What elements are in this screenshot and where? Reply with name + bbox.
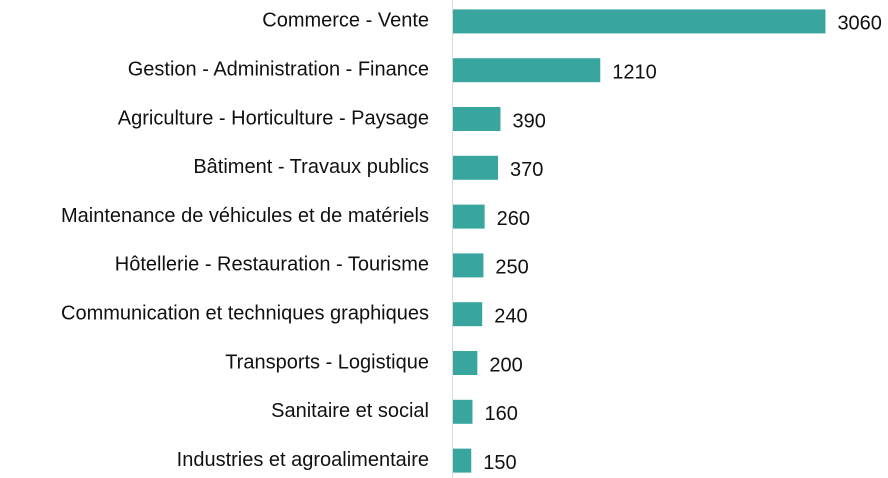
category-label: Hôtellerie - Restauration - Tourisme	[115, 254, 429, 276]
category-label: Bâtiment - Travaux publics	[193, 156, 429, 178]
value-label: 390	[512, 110, 545, 132]
value-label: 3060	[837, 13, 882, 35]
value-label: 200	[489, 354, 522, 376]
category-label: Gestion - Administration - Finance	[128, 58, 429, 80]
category-label: Communication et techniques graphiques	[61, 302, 429, 324]
bar	[453, 448, 472, 473]
bar	[453, 351, 478, 375]
category-label: Commerce - Vente	[262, 10, 429, 32]
bar	[453, 302, 483, 327]
bar	[453, 253, 484, 278]
value-label: 250	[495, 257, 528, 279]
category-label: Agriculture - Horticulture - Paysage	[118, 107, 429, 129]
bar	[453, 204, 485, 229]
category-label: Sanitaire et social	[271, 400, 429, 422]
value-label: 260	[497, 208, 530, 230]
bar	[453, 107, 501, 131]
value-label: 240	[494, 305, 527, 327]
bar	[453, 155, 499, 180]
value-label: 1210	[612, 61, 657, 83]
category-label: Industries et agroalimentaire	[177, 449, 429, 471]
bar	[453, 9, 826, 34]
value-label: 160	[484, 403, 517, 425]
bar	[453, 58, 601, 83]
value-label: 150	[483, 452, 516, 474]
category-label: Maintenance de véhicules et de matériels	[61, 205, 429, 227]
category-label: Transports - Logistique	[225, 351, 429, 373]
bar	[453, 399, 473, 424]
value-label: 370	[510, 159, 543, 181]
